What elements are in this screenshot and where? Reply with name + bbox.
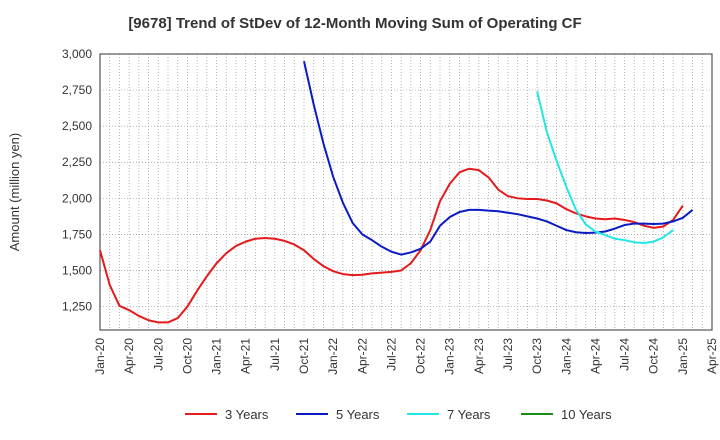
x-tick-labels: Jan-20 Apr-20 Jul-20 Oct-20 Jan-21 Apr-21 Jul-… [93,338,719,375]
y-tick-label: 1,750 [62,227,92,241]
y-tick-label: 3,000 [62,47,92,61]
x-tick-label: Oct-22 [414,338,428,374]
legend-label-5-years: 5 Years [336,407,380,422]
x-tick-label: Jul-23 [501,338,515,371]
x-tick-label: Apr-23 [472,338,486,374]
series-lines [99,61,694,324]
x-tick-label: Jan-25 [676,338,690,375]
legend-label-3-years: 3 Years [225,407,269,422]
x-tick-label: Jan-21 [210,338,224,375]
series-line-3-years [99,167,684,324]
x-tick-label: Apr-24 [588,338,602,374]
y-tick-label: 2,750 [62,83,92,97]
legend-label-7-years: 7 Years [447,407,491,422]
plot-border [99,53,713,331]
x-tick-label: Jan-23 [443,338,457,375]
x-tick-label: Jul-24 [618,338,632,371]
x-tick-label: Jan-22 [326,338,340,375]
x-tick-label: Apr-20 [122,338,136,374]
x-tick-label: Jul-22 [384,338,398,371]
y-tick-label: 2,500 [62,119,92,133]
chart-title: [9678] Trend of StDev of 12-Month Moving… [128,15,581,32]
series-line-5-years [303,61,694,256]
legend-label-10-years: 10 Years [561,407,612,422]
x-tick-label: Jul-21 [268,338,282,371]
x-tick-label: Jan-24 [559,338,573,375]
y-tick-labels: 1,250 1,500 1,750 2,000 2,250 2,500 2,750 3,000 [62,47,92,314]
x-tick-label: Oct-24 [647,338,661,374]
x-tick-label: Apr-21 [239,338,253,374]
y-tick-label: 1,500 [62,263,92,277]
x-tick-label: Oct-21 [297,338,311,374]
x-tick-label: Apr-22 [355,338,369,374]
x-tick-label: Oct-23 [530,338,544,374]
grid-lines [99,53,713,330]
plot-frame [99,53,713,331]
y-tick-label: 1,250 [62,300,92,314]
y-axis-label: Amount (million yen) [7,133,22,252]
series-line-7-years [536,91,674,245]
y-tick-label: 2,000 [62,191,92,205]
x-tick-label: Jan-20 [93,338,107,375]
x-tick-label: Oct-20 [180,338,194,374]
x-tick-label: Apr-25 [705,338,719,374]
legend: 3 Years 5 Years 7 Years 10 Years [185,407,612,422]
x-tick-label: Jul-20 [151,338,165,371]
y-tick-label: 2,250 [62,155,92,169]
